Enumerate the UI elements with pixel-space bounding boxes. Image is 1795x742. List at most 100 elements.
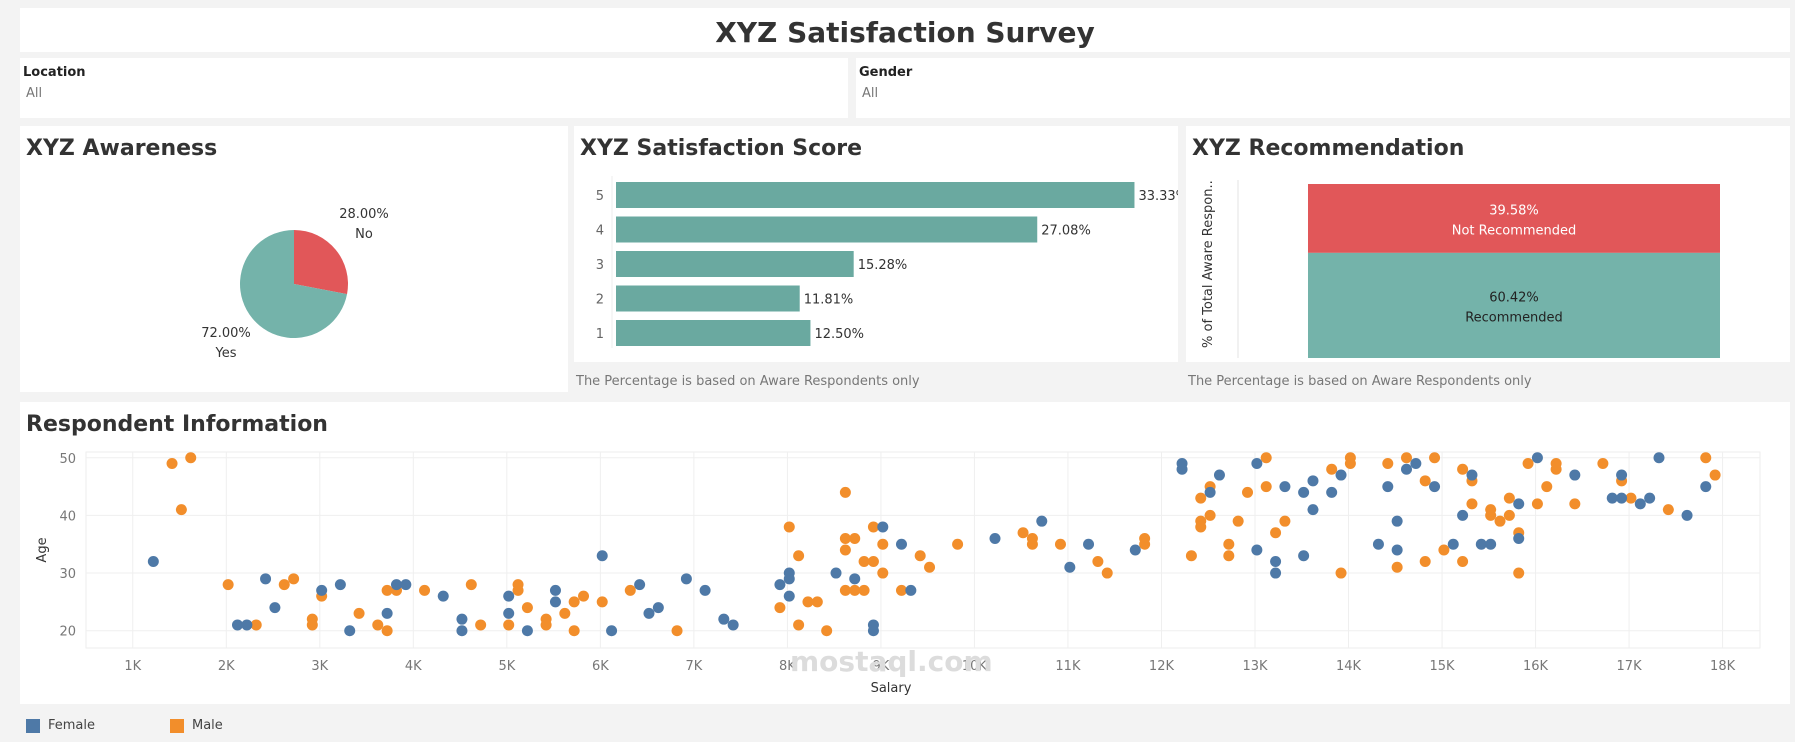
scatter-point-male <box>849 584 861 596</box>
scatter-x-tick-label: 4K <box>405 659 422 674</box>
scatter-point-female <box>1391 515 1403 527</box>
scatter-x-tick-label: 15K <box>1429 659 1455 674</box>
stack-name-label: Recommended <box>1465 310 1563 325</box>
scatter-point-male <box>1223 550 1235 562</box>
recommendation-title: XYZ Recommendation <box>1192 136 1465 161</box>
scatter-x-tick-label: 10K <box>962 659 988 674</box>
pie-slice-no <box>294 230 349 295</box>
scatter-point-male <box>1391 561 1403 573</box>
scatter-point-male <box>521 602 533 614</box>
bar-category-label: 1 <box>596 327 604 342</box>
location-filter[interactable]: Location All <box>20 58 848 118</box>
scatter-point-male <box>1494 515 1506 527</box>
scatter-point-male <box>1382 458 1394 470</box>
scatter-x-axis-label: Salary <box>871 681 912 696</box>
bar-value-label: 15.28% <box>858 258 908 273</box>
scatter-point-male <box>1204 509 1216 521</box>
recommendation-stacked-bar-chart: % of Total Aware Respon.. 39.58% Not Recom… <box>1201 180 1720 358</box>
scatter-point-female <box>830 567 842 579</box>
scatter-point-female <box>1213 469 1225 481</box>
pie-label-yes-value: 72.00% <box>201 326 251 341</box>
scatter-point-male <box>867 521 879 533</box>
satisfaction-title: XYZ Satisfaction Score <box>580 136 863 161</box>
scatter-point-male <box>353 607 365 619</box>
scatter-point-male <box>512 584 524 596</box>
gender-filter[interactable]: Gender All <box>856 58 1790 118</box>
scatter-point-male <box>793 550 805 562</box>
scatter-point-male <box>774 602 786 614</box>
legend-male-label: Male <box>192 718 223 733</box>
scatter-point-male <box>568 625 580 637</box>
scatter-x-tick-label: 1K <box>124 659 141 674</box>
scatter-point-male <box>1344 458 1356 470</box>
pie-label-no-value: 28.00% <box>339 207 389 222</box>
scatter-point-female <box>437 590 449 602</box>
scatter-point-male <box>1185 550 1197 562</box>
scatter-y-tick-label: 40 <box>59 509 76 524</box>
scatter-point-female <box>1307 475 1319 487</box>
scatter-point-female <box>1270 567 1282 579</box>
scatter-point-female <box>1036 515 1048 527</box>
scatter-point-male <box>1101 567 1113 579</box>
scatter-point-female <box>1382 481 1394 493</box>
scatter-x-tick-label: 8K <box>779 659 796 674</box>
scatter-point-female <box>1298 550 1310 562</box>
scatter-point-female <box>503 607 515 619</box>
scatter-point-female <box>1447 538 1459 550</box>
legend-male-swatch <box>170 718 184 733</box>
legend-male[interactable]: Male <box>170 718 223 733</box>
scatter-point-male <box>849 532 861 544</box>
scatter-point-male <box>1017 527 1029 539</box>
scatter-point-male <box>1429 452 1441 464</box>
scatter-point-male <box>1195 492 1207 504</box>
legend-female[interactable]: Female <box>26 718 95 733</box>
scatter-point-female <box>849 573 861 585</box>
scatter-x-tick-label: 9K <box>873 659 890 674</box>
scatter-point-male <box>250 619 262 631</box>
scatter-point-male <box>877 567 889 579</box>
scatter-y-tick-label: 50 <box>59 452 76 467</box>
scatter-point-male <box>166 458 178 470</box>
scatter-point-male <box>839 486 851 498</box>
scatter-point-male <box>1522 458 1534 470</box>
scatter-point-male <box>811 596 823 608</box>
scatter-point-male <box>381 625 393 637</box>
scatter-point-male <box>1326 463 1338 475</box>
scatter-point-male <box>540 619 552 631</box>
scatter-x-tick-label: 5K <box>498 659 515 674</box>
scatter-point-female <box>1616 469 1628 481</box>
scatter-point-male <box>175 504 187 516</box>
scatter-point-female <box>316 584 328 596</box>
awareness-title: XYZ Awareness <box>26 136 218 161</box>
scatter-point-male <box>1232 515 1244 527</box>
scatter-point-male <box>1026 532 1038 544</box>
scatter-point-female <box>1513 532 1525 544</box>
scatter-point-female <box>1475 538 1487 550</box>
location-filter-value[interactable]: All <box>26 86 43 101</box>
scatter-point-female <box>1700 481 1712 493</box>
scatter-x-tick-label: 12K <box>1149 659 1175 674</box>
scatter-point-male <box>858 584 870 596</box>
scatter-y-axis-label: Age <box>35 537 50 562</box>
bar-category-label: 2 <box>596 293 604 308</box>
scatter-point-male <box>867 556 879 568</box>
scatter-point-female <box>1391 544 1403 556</box>
scatter-point-male <box>503 619 515 631</box>
scatter-point-male <box>952 538 964 550</box>
scatter-x-tick-label: 6K <box>592 659 609 674</box>
scatter-point-female <box>503 590 515 602</box>
scatter-point-female <box>1485 538 1497 550</box>
scatter-point-male <box>1419 475 1431 487</box>
scatter-point-female <box>241 619 253 631</box>
scatter-point-male <box>1503 509 1515 521</box>
scatter-point-male <box>839 584 851 596</box>
scatter-point-male <box>475 619 487 631</box>
scatter-point-female <box>1176 463 1188 475</box>
scatter-point-female <box>1429 481 1441 493</box>
respondent-title: Respondent Information <box>26 412 328 437</box>
scatter-point-male <box>793 619 805 631</box>
location-filter-label: Location <box>23 65 86 80</box>
gender-filter-value[interactable]: All <box>862 86 879 101</box>
scatter-point-female <box>1298 486 1310 498</box>
scatter-point-male <box>372 619 384 631</box>
